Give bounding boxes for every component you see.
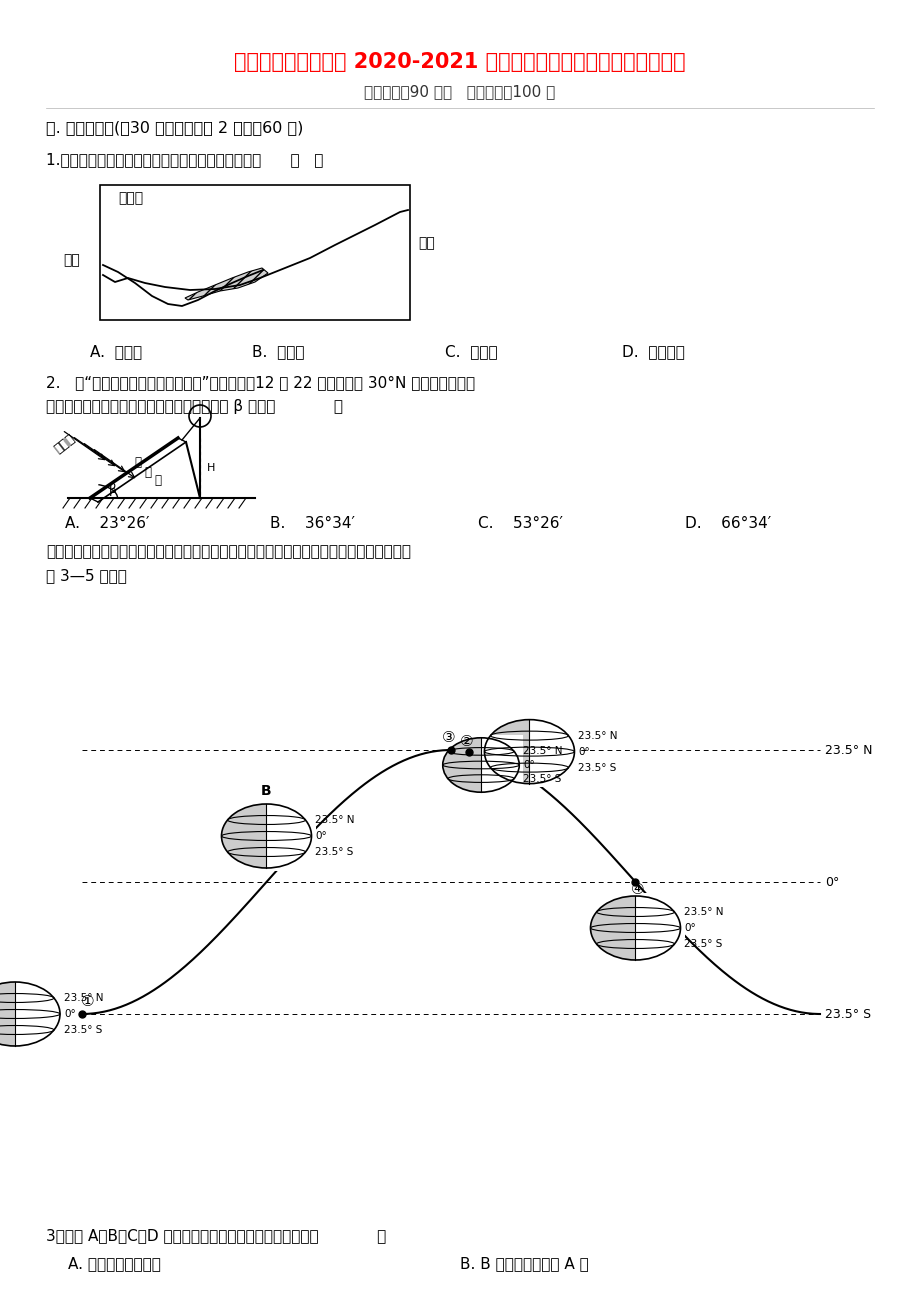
Text: 横剖面: 横剖面 (118, 191, 143, 204)
Text: 太阳光: 太阳光 (52, 432, 77, 456)
Text: A. 四地的角速度不同: A. 四地的角速度不同 (68, 1256, 161, 1272)
Text: 23.5° S: 23.5° S (824, 1008, 870, 1021)
Text: A.  北半球: A. 北半球 (90, 345, 142, 359)
Ellipse shape (0, 982, 60, 1046)
Text: 考试时间：90 分钟   试卷满分：100 分: 考试时间：90 分钟 试卷满分：100 分 (364, 85, 555, 99)
Ellipse shape (221, 805, 312, 868)
Text: 集: 集 (134, 457, 142, 470)
Text: 板: 板 (154, 474, 162, 487)
Ellipse shape (590, 896, 680, 960)
Text: ①: ① (81, 995, 95, 1009)
Polygon shape (267, 801, 315, 871)
Text: 左岸: 左岸 (417, 236, 435, 250)
Text: ④: ④ (630, 883, 643, 897)
Text: 23.5° S: 23.5° S (684, 939, 722, 949)
Text: A.    23°26′: A. 23°26′ (65, 516, 150, 530)
Polygon shape (528, 716, 578, 786)
Text: 2.   读“太阳能热水器的安装示意图”（下图），12 月 22 日正午位于 30°N 的某地，为使热: 2. 读“太阳能热水器的安装示意图”（下图），12 月 22 日正午位于 30°… (46, 375, 474, 391)
Text: C.  赤道上: C. 赤道上 (445, 345, 497, 359)
Text: 辽宁省凌源市联合校 2020-2021 学年高二地理上学期第一次月考试题: 辽宁省凌源市联合校 2020-2021 学年高二地理上学期第一次月考试题 (234, 52, 685, 72)
Text: 23.5° S: 23.5° S (578, 763, 616, 772)
Bar (100, 185, 410, 320)
Text: D.  回归线上: D. 回归线上 (621, 345, 684, 359)
Text: ②: ② (460, 734, 472, 749)
Text: 23.5° N: 23.5° N (684, 907, 723, 917)
Text: 23.5° N: 23.5° N (64, 993, 104, 1003)
Text: 热: 热 (144, 466, 152, 479)
Text: 1.下图是某条河的剑面图，根据此图判断该河流位于      （   ）: 1.下图是某条河的剑面图，根据此图判断该河流位于 （ ） (46, 152, 323, 168)
Text: 3．关于 A、B、C、D 四地地球自转速度的描述，正确的是（            ）: 3．关于 A、B、C、D 四地地球自转速度的描述，正确的是（ ） (46, 1229, 386, 1243)
Ellipse shape (221, 805, 312, 868)
Text: H: H (207, 464, 215, 473)
Text: D.    66°34′: D. 66°34′ (685, 516, 770, 530)
Text: β: β (108, 483, 117, 496)
Text: 23.5° N: 23.5° N (578, 730, 618, 741)
Text: 0°: 0° (824, 875, 838, 888)
Ellipse shape (442, 738, 518, 792)
Text: 0°: 0° (64, 1009, 75, 1019)
Text: 23.5° N: 23.5° N (824, 743, 871, 756)
Polygon shape (15, 979, 64, 1049)
Ellipse shape (442, 738, 518, 792)
Text: 0°: 0° (684, 923, 696, 934)
Text: C.    53°26′: C. 53°26′ (478, 516, 562, 530)
Text: B.    36°34′: B. 36°34′ (269, 516, 355, 530)
Text: B: B (261, 784, 271, 798)
Text: ③: ③ (442, 730, 455, 746)
Text: 0°: 0° (315, 831, 327, 841)
Polygon shape (635, 893, 685, 963)
Text: 23.5° N: 23.5° N (523, 746, 562, 756)
Polygon shape (481, 736, 523, 796)
Ellipse shape (484, 720, 573, 784)
Text: 水器受热最多，热水器的集热板与地面的夹角 β 应为（            ）: 水器受热最多，热水器的集热板与地面的夹角 β 应为（ ） (46, 398, 343, 414)
Text: 下图为太阳直射点移动及二分二至日的地球昼夜分布示意图图中阴影部分表示黑夜。读图完: 下图为太阳直射点移动及二分二至日的地球昼夜分布示意图图中阴影部分表示黑夜。读图完 (46, 544, 411, 560)
Text: 0°: 0° (578, 746, 590, 756)
Text: 0°: 0° (523, 760, 535, 769)
Ellipse shape (0, 982, 60, 1046)
Text: 23.5° S: 23.5° S (523, 773, 561, 784)
Text: 23.5° S: 23.5° S (64, 1025, 102, 1035)
Text: 成 3—5 小题。: 成 3—5 小题。 (46, 569, 127, 583)
Text: 23.5° S: 23.5° S (315, 848, 354, 857)
Ellipse shape (484, 720, 573, 784)
Text: 一. 单项选择题(共30 小题，每小题 2 分，共60 分): 一. 单项选择题(共30 小题，每小题 2 分，共60 分) (46, 121, 303, 135)
Text: B. B 地的线速度大于 A 地: B. B 地的线速度大于 A 地 (460, 1256, 588, 1272)
Ellipse shape (590, 896, 680, 960)
Text: 右岸: 右岸 (62, 253, 80, 267)
Polygon shape (185, 268, 267, 299)
Text: B.  南半球: B. 南半球 (252, 345, 304, 359)
Text: 23.5° N: 23.5° N (315, 815, 355, 825)
